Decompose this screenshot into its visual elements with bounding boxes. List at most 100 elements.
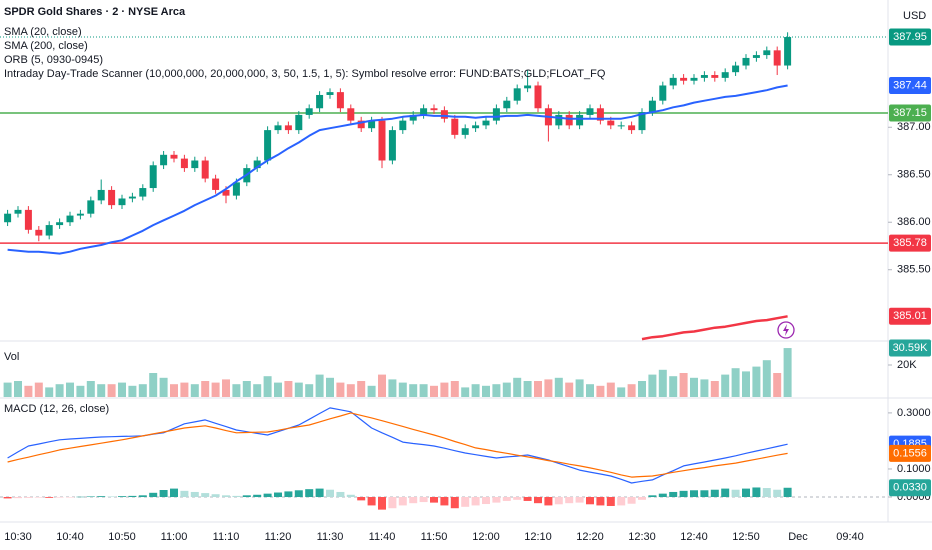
volume-bar	[783, 348, 792, 397]
volume-bar	[752, 366, 761, 397]
volume-bar	[731, 368, 740, 397]
volume-bar	[201, 381, 210, 397]
histogram-bar	[430, 497, 438, 503]
volume-bar	[762, 360, 771, 397]
price-label: 387.44	[893, 79, 927, 91]
candle-body	[586, 108, 594, 115]
candle-body	[784, 37, 792, 66]
candle-body	[170, 154, 178, 159]
price-label-box	[889, 479, 931, 497]
volume-bar	[606, 382, 615, 397]
y-tick-label: 387.00	[897, 121, 931, 133]
volume-bar	[658, 369, 667, 397]
histogram-bar	[554, 497, 563, 505]
macd-line	[7, 407, 788, 484]
candle-body	[87, 200, 95, 214]
volume-bar	[648, 374, 657, 397]
volume-bar	[24, 385, 33, 397]
histogram-bar	[638, 497, 646, 500]
candle-body	[607, 120, 615, 126]
volume-bar	[118, 382, 126, 397]
volume-bar	[222, 379, 230, 397]
histogram-bar	[575, 497, 584, 503]
volume-bar	[263, 376, 272, 397]
volume-bar	[190, 384, 199, 397]
histogram-bar	[3, 497, 12, 499]
candle-body	[191, 160, 199, 169]
alert-icon-bolt[interactable]	[783, 324, 789, 336]
histogram-bar	[326, 489, 334, 498]
volume-bar	[336, 382, 345, 397]
histogram-bar	[721, 488, 730, 498]
candle-body	[201, 160, 209, 179]
volume-bar	[34, 382, 43, 397]
histogram-bar	[710, 489, 719, 498]
candle-body	[388, 130, 396, 161]
histogram-bar	[367, 497, 376, 506]
histogram-bar	[24, 497, 33, 498]
candle-body	[732, 65, 740, 73]
histogram-bar	[648, 495, 657, 498]
histogram-bar	[450, 497, 459, 509]
histogram-bar	[274, 492, 282, 498]
volume-bar	[502, 382, 511, 397]
volume-bar	[294, 382, 303, 397]
volume-bar	[378, 374, 386, 397]
histogram-bar	[440, 497, 449, 506]
histogram-bar	[669, 491, 678, 498]
candle-body	[420, 108, 428, 115]
histogram-bar	[762, 488, 771, 498]
histogram-bar	[222, 495, 230, 498]
candle-body	[139, 188, 147, 197]
plot-area: 385.50 386.00 386.50 387.00 20K 0.3000 0.1000 0…	[0, 28, 931, 543]
volume-bar	[544, 379, 553, 397]
histogram-bar	[482, 497, 490, 505]
macd-title: MACD (12, 26, close)	[4, 403, 109, 415]
x-tick-label: 12:30	[628, 531, 656, 543]
histogram-bar	[700, 490, 709, 498]
alert-icon[interactable]	[777, 321, 795, 339]
candle-body	[503, 100, 511, 109]
histogram-bar	[34, 497, 43, 498]
histogram-bar	[357, 497, 366, 501]
y-tick-label: 386.00	[897, 216, 931, 228]
histogram-bar	[690, 490, 698, 498]
candle-body	[284, 125, 292, 131]
volume-bar	[523, 381, 532, 397]
candle-body	[742, 57, 750, 66]
volume-bar	[357, 381, 366, 397]
x-tick-label: Dec	[788, 531, 808, 543]
candle-body	[752, 55, 760, 58]
candle-body	[430, 108, 438, 111]
volume-bar	[721, 374, 730, 397]
x-tick-label: 11:00	[161, 531, 188, 543]
histogram-bar	[544, 497, 553, 506]
candle-body	[108, 189, 116, 206]
volume-bar	[669, 376, 678, 397]
volume-bar	[107, 384, 116, 397]
candle-body	[118, 198, 126, 206]
candle-body	[149, 165, 157, 189]
histogram-bar	[388, 497, 397, 509]
volume-bar	[773, 373, 782, 397]
sma-line	[7, 84, 788, 255]
x-tick-label: 11:50	[421, 531, 448, 543]
volume-bar	[471, 384, 480, 397]
volume-bar	[76, 385, 85, 397]
volume-bar	[617, 387, 626, 397]
volume-bar	[180, 382, 189, 397]
histogram-bar	[534, 497, 542, 504]
candle-body	[482, 120, 490, 126]
histogram-bar	[14, 497, 22, 499]
histogram-bar	[159, 490, 168, 498]
histogram-bar	[346, 494, 355, 498]
volume-bar	[419, 384, 428, 397]
histogram-bar	[128, 495, 137, 498]
candle-body	[648, 100, 656, 113]
histogram-bar	[45, 497, 54, 498]
candle-body	[264, 130, 272, 161]
histogram-bar	[471, 497, 480, 506]
volume-bar	[284, 381, 293, 397]
histogram-bar	[336, 491, 345, 498]
price-label: 0.0330	[893, 482, 927, 494]
